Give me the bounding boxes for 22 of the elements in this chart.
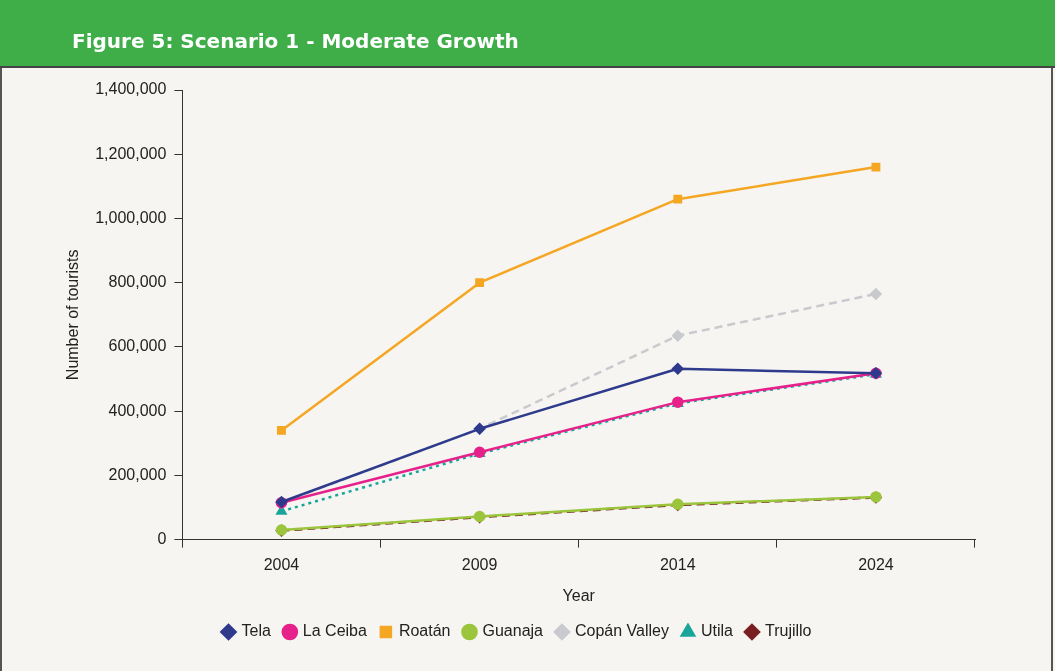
legend-label: Tela (241, 622, 271, 640)
y-tick-label: 1,000,000 (95, 208, 167, 226)
legend-label: Roatán (398, 622, 451, 640)
legend-label: Copán Valley (574, 622, 669, 640)
legend-label: Trujillo (764, 622, 812, 640)
y-axis-title: Number of tourists (64, 249, 82, 381)
y-tick-label: 400,000 (108, 401, 167, 419)
x-tick-label: 2009 (461, 555, 498, 573)
y-tick-label: 600,000 (108, 337, 167, 355)
y-tick-label: 0 (157, 530, 167, 548)
y-tick-label: 1,200,000 (95, 144, 167, 162)
y-tick-label: 200,000 (108, 465, 167, 483)
y-tick-label: 800,000 (108, 273, 167, 291)
x-tick-label: 2004 (263, 555, 300, 573)
legend-label: Guanaja (482, 622, 544, 640)
y-tick-label: 1,400,000 (95, 80, 167, 98)
chart-title: Figure 5: Scenario 1 - Moderate Growth (0, 0, 1055, 68)
x-axis-title: Year (562, 586, 596, 604)
legend-label: Utila (700, 622, 734, 640)
x-tick-label: 2014 (659, 555, 696, 573)
x-tick-label: 2024 (858, 555, 894, 573)
legend-label: La Ceiba (302, 622, 367, 640)
